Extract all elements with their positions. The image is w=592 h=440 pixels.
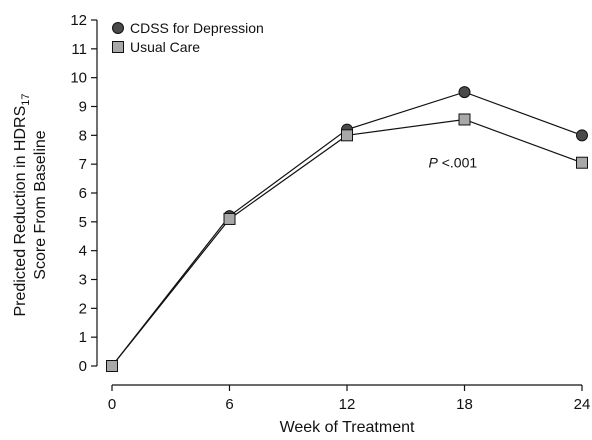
data-point-usual-care [106, 360, 118, 372]
y-axis-title-line1: Predicted Reduction in HDRS17 [12, 93, 32, 316]
x-tick-label: 6 [225, 396, 233, 413]
y-tick-label: 6 [79, 185, 87, 202]
y-tick-label: 4 [79, 243, 87, 260]
y-tick-label: 8 [79, 127, 87, 144]
legend-label: Usual Care [130, 39, 200, 55]
x-tick-label: 24 [574, 396, 591, 413]
legend-marker-square [112, 41, 124, 53]
legend-marker-circle [112, 22, 124, 34]
y-tick-label: 1 [79, 329, 87, 346]
x-tick-label: 12 [339, 396, 356, 413]
y-tick-label: 11 [71, 41, 87, 58]
data-point-usual-care [576, 156, 588, 169]
data-point-cdss [576, 129, 588, 142]
x-axis-title: Week of Treatment [280, 419, 415, 436]
x-tick-label: 18 [456, 396, 473, 413]
data-point-usual-care [223, 212, 236, 225]
y-tick-label: 12 [70, 12, 87, 29]
y-tick-label: 3 [79, 272, 87, 289]
y-tick-label: 10 [70, 70, 87, 87]
data-point-cdss [458, 86, 471, 99]
y-tick-label: 5 [79, 214, 87, 231]
data-point-usual-care [458, 113, 471, 126]
p-value-annotation: P <.001 [429, 154, 478, 170]
y-tick-label: 7 [79, 156, 87, 173]
series-line-usual-care [111, 118, 583, 367]
y-axis-title-line2: Score From Baseline [32, 130, 49, 279]
y-tick-label: 0 [79, 358, 87, 375]
data-point-usual-care [341, 129, 353, 142]
legend-label: CDSS for Depression [130, 20, 264, 36]
labels: P <.001 Week of Treatment Predicted Reduct… [12, 93, 477, 436]
y-tick-label: 2 [79, 300, 87, 317]
y-tick-label: 9 [79, 99, 87, 116]
legend: CDSS for Depression Usual Care [112, 20, 264, 55]
x-tick-label: 0 [108, 396, 116, 413]
series-layer [106, 86, 588, 372]
